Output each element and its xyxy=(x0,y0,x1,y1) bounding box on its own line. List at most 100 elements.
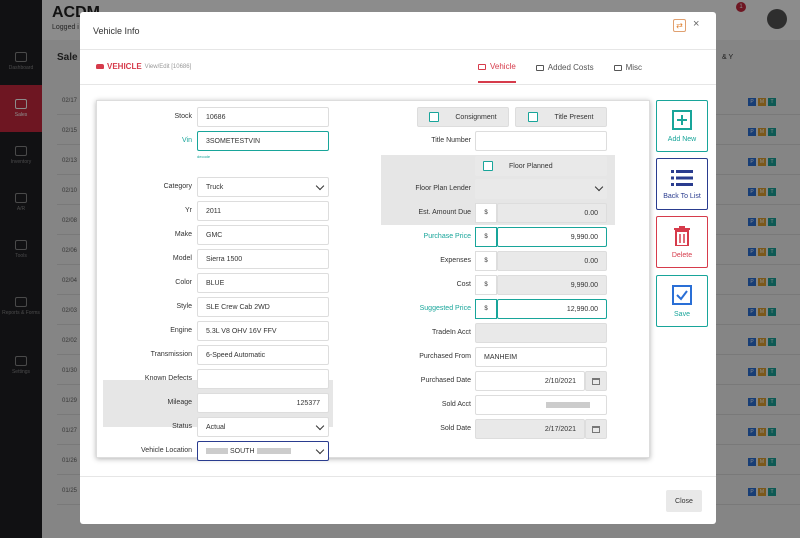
bg-badge[interactable]: M xyxy=(758,368,766,376)
bg-badge[interactable]: T xyxy=(768,308,776,316)
bg-badge[interactable]: M xyxy=(758,188,766,196)
bg-badge[interactable]: T xyxy=(768,338,776,346)
bg-badge[interactable]: P xyxy=(748,458,756,466)
consignment-toggle[interactable]: Consignment xyxy=(417,107,509,127)
sidebar-item-settings[interactable]: Settings xyxy=(0,342,42,389)
bg-badge[interactable]: T xyxy=(768,158,776,166)
bg-badge[interactable]: P xyxy=(748,128,756,136)
bg-badge[interactable]: P xyxy=(748,278,756,286)
status-value: Actual xyxy=(206,423,226,431)
consignment-checkbox[interactable] xyxy=(429,112,440,122)
purchased-date-picker[interactable] xyxy=(585,371,607,391)
sold-date-picker[interactable] xyxy=(585,419,607,439)
vehicle-location-select[interactable]: SOUTH xyxy=(197,441,329,461)
sold-acct-input[interactable] xyxy=(475,395,607,415)
bg-badge[interactable]: T xyxy=(768,98,776,106)
bg-badge[interactable]: T xyxy=(768,488,776,496)
bg-badge[interactable]: M xyxy=(758,458,766,466)
category-select[interactable]: Truck xyxy=(197,177,329,197)
bg-table-date: 01/30 xyxy=(62,368,78,374)
bg-badge[interactable]: M xyxy=(758,338,766,346)
vin-input[interactable]: 3SOMETESTVIN xyxy=(197,131,329,151)
tab-misc[interactable]: Misc xyxy=(613,62,642,83)
title-present-toggle[interactable]: Title Present xyxy=(515,107,607,127)
bg-badge[interactable]: T xyxy=(768,218,776,226)
bg-badge[interactable]: P xyxy=(748,338,756,346)
suggested-price-input[interactable]: 12,990.00 xyxy=(497,299,607,319)
close-icon[interactable]: × xyxy=(693,18,700,30)
bg-badge[interactable]: M xyxy=(758,488,766,496)
sidebar-item-tools[interactable]: Tools xyxy=(0,226,42,273)
bg-badge[interactable]: T xyxy=(768,428,776,436)
known-defects-input[interactable] xyxy=(197,369,329,389)
sidebar-item-sales[interactable]: Sales xyxy=(0,85,42,132)
floor-planned-checkbox[interactable] xyxy=(483,161,493,171)
known-defects-label: Known Defects xyxy=(144,375,192,382)
close-button[interactable]: Close xyxy=(666,490,702,512)
bg-badge[interactable]: T xyxy=(768,188,776,196)
bg-badge[interactable]: M xyxy=(758,128,766,136)
bg-badge[interactable]: P xyxy=(748,428,756,436)
yr-input[interactable]: 2011 xyxy=(197,201,329,221)
floor-planned-toggle[interactable]: Floor Planned xyxy=(475,156,607,176)
title-number-input[interactable] xyxy=(475,131,607,151)
sidebar-item-ar[interactable]: A/R xyxy=(0,179,42,226)
bg-badge[interactable]: M xyxy=(758,278,766,286)
make-input[interactable]: GMC xyxy=(197,225,329,245)
swap-icon[interactable]: ⇄ xyxy=(673,19,686,32)
bg-table-date: 02/03 xyxy=(62,308,78,314)
bg-badge[interactable]: P xyxy=(748,368,756,376)
purchase-price-input[interactable]: 9,990.00 xyxy=(497,227,607,247)
status-select[interactable]: Actual xyxy=(197,417,329,437)
bg-badge[interactable]: T xyxy=(768,278,776,286)
transmission-input[interactable]: 6-Speed Automatic xyxy=(197,345,329,365)
mileage-input[interactable]: 125377 xyxy=(197,393,329,413)
bg-badge[interactable]: M xyxy=(758,428,766,436)
bg-table-date: 02/02 xyxy=(62,338,78,344)
vin-decode-link[interactable]: decode xyxy=(197,154,211,159)
add-new-button[interactable]: Add New xyxy=(656,100,708,152)
bg-badge[interactable]: M xyxy=(758,158,766,166)
floor-plan-lender-select[interactable] xyxy=(475,179,607,199)
bg-badge[interactable]: T xyxy=(768,248,776,256)
bg-badge[interactable]: M xyxy=(758,98,766,106)
bg-badge[interactable]: P xyxy=(748,308,756,316)
bg-badge[interactable]: P xyxy=(748,158,756,166)
bg-badge[interactable]: M xyxy=(758,398,766,406)
purchased-from-input[interactable]: MANHEIM xyxy=(475,347,607,367)
bg-badge[interactable]: T xyxy=(768,128,776,136)
sidebar-item-inventory[interactable]: Inventory xyxy=(0,132,42,179)
sidebar-item-dashboard[interactable]: Dashboard xyxy=(0,38,42,85)
bg-badge[interactable]: P xyxy=(748,248,756,256)
bg-badge[interactable]: P xyxy=(748,488,756,496)
back-to-list-button[interactable]: Back To List xyxy=(656,158,708,210)
bg-badge[interactable]: T xyxy=(768,398,776,406)
sales-icon xyxy=(15,99,27,109)
avatar[interactable] xyxy=(767,9,787,29)
tab-vehicle[interactable]: Vehicle xyxy=(478,62,516,83)
notification-badge[interactable]: 1 xyxy=(736,2,746,12)
purchased-date-input[interactable]: 2/10/2021 xyxy=(475,371,585,391)
stock-input[interactable]: 10686 xyxy=(197,107,329,127)
title-present-checkbox[interactable] xyxy=(528,112,539,122)
bg-badge[interactable]: M xyxy=(758,218,766,226)
delete-button[interactable]: Delete xyxy=(656,216,708,268)
status-label: Status xyxy=(172,423,192,430)
bg-badge[interactable]: M xyxy=(758,248,766,256)
bg-badge[interactable]: T xyxy=(768,458,776,466)
style-input[interactable]: SLE Crew Cab 2WD xyxy=(197,297,329,317)
sidebar-item-reports[interactable]: Reports & Forms xyxy=(0,283,42,330)
model-input[interactable]: Sierra 1500 xyxy=(197,249,329,269)
tab-added-costs[interactable]: Added Costs xyxy=(535,62,594,83)
bg-badge[interactable]: P xyxy=(748,188,756,196)
bg-badge[interactable]: P xyxy=(748,218,756,226)
est-amount-due-input[interactable]: 0.00 xyxy=(497,203,607,223)
bg-badge[interactable]: T xyxy=(768,368,776,376)
color-input[interactable]: BLUE xyxy=(197,273,329,293)
bg-badge[interactable]: P xyxy=(748,398,756,406)
bg-badge[interactable]: P xyxy=(748,98,756,106)
engine-input[interactable]: 5.3L V8 OHV 16V FFV xyxy=(197,321,329,341)
save-button[interactable]: Save xyxy=(656,275,708,327)
bg-badge[interactable]: M xyxy=(758,308,766,316)
